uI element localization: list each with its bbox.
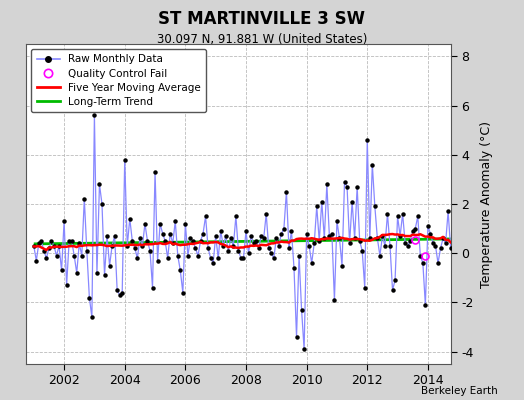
Text: Berkeley Earth: Berkeley Earth: [421, 386, 498, 396]
Y-axis label: Temperature Anomaly (°C): Temperature Anomaly (°C): [481, 120, 494, 288]
Text: ST MARTINVILLE 3 SW: ST MARTINVILLE 3 SW: [158, 10, 366, 28]
Legend: Raw Monthly Data, Quality Control Fail, Five Year Moving Average, Long-Term Tren: Raw Monthly Data, Quality Control Fail, …: [31, 49, 206, 112]
Text: 30.097 N, 91.881 W (United States): 30.097 N, 91.881 W (United States): [157, 33, 367, 46]
